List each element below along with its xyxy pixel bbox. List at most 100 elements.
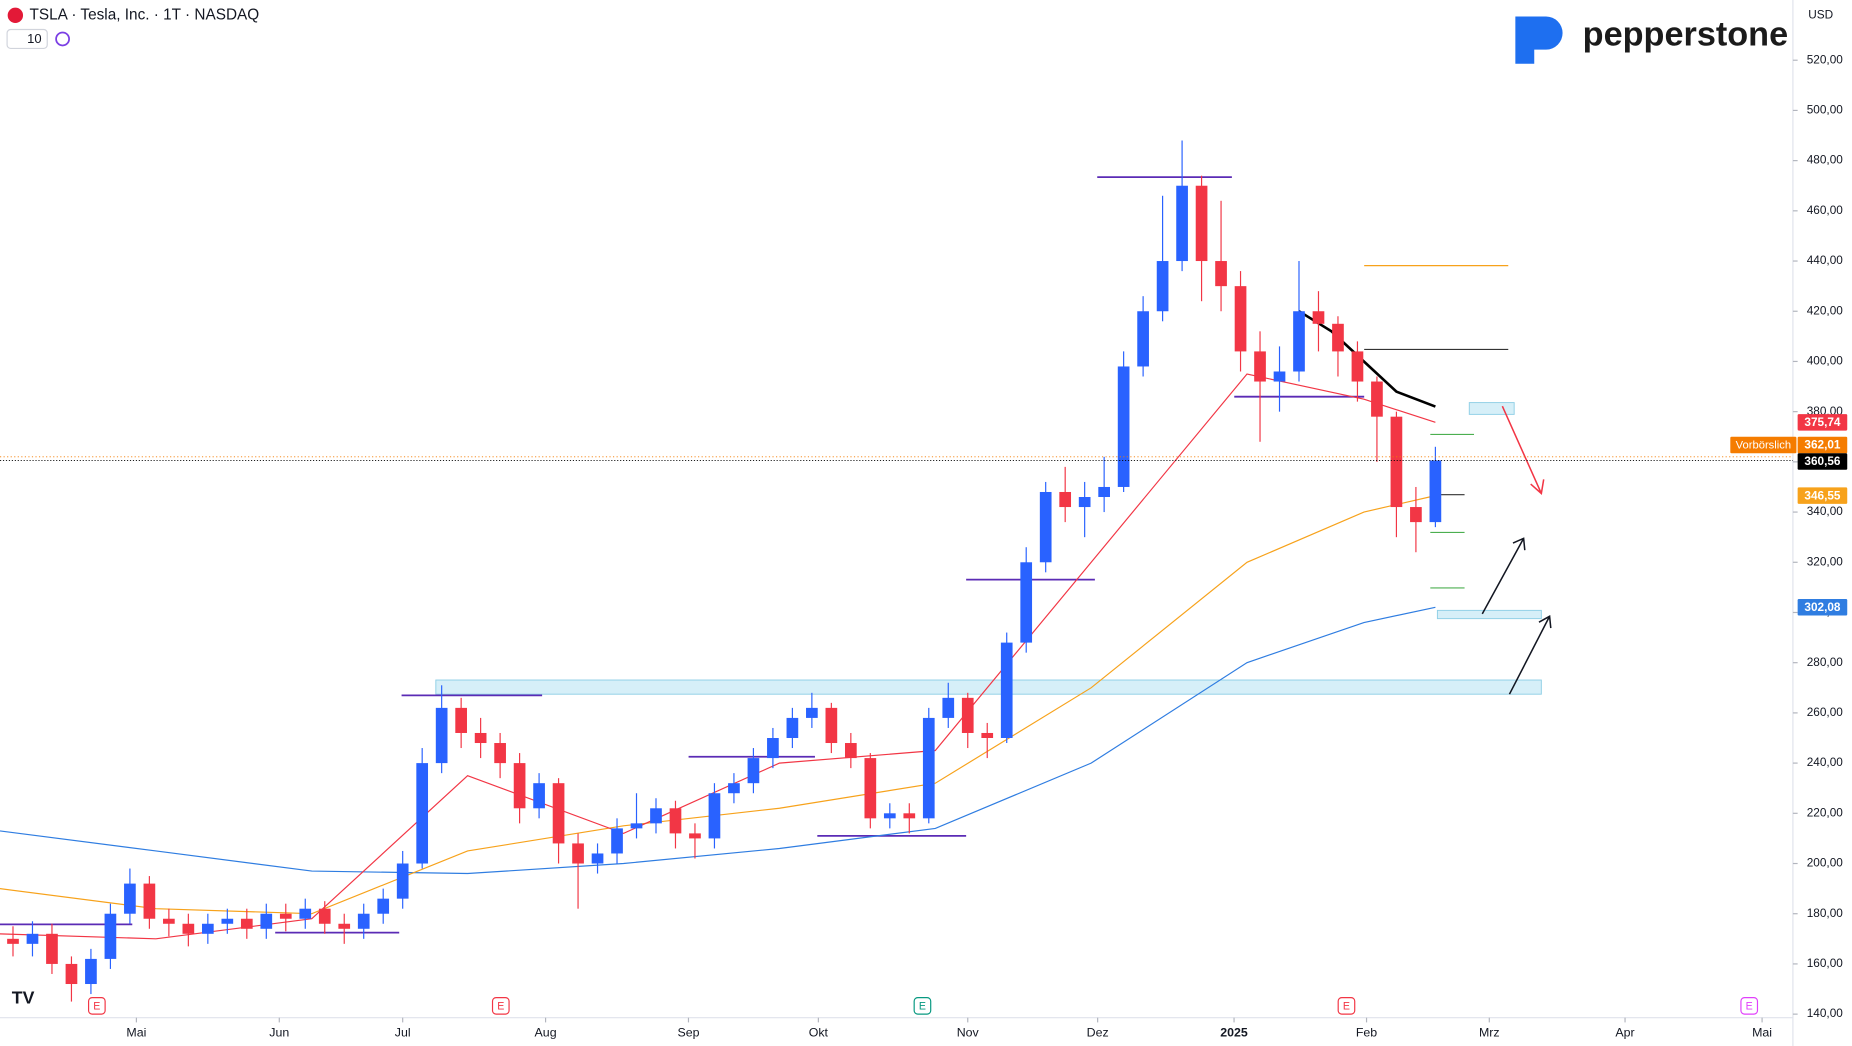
- y-tick-label: 260,00: [1807, 705, 1844, 719]
- candle-body: [240, 918, 253, 929]
- brand-logo: [1515, 16, 1563, 64]
- y-tick-label: 180,00: [1807, 906, 1844, 920]
- price-tag: [1797, 598, 1848, 616]
- x-tick-label: Mai: [1752, 1025, 1772, 1039]
- event-badge: [1740, 997, 1759, 1015]
- candle-body: [552, 783, 565, 844]
- candle-body: [1234, 286, 1247, 352]
- x-tick-label: Apr: [1615, 1025, 1634, 1039]
- y-tick-label: 220,00: [1807, 805, 1844, 819]
- ma-line: [1298, 310, 1436, 408]
- candle-body: [1020, 562, 1033, 643]
- price-tag-label: 302,08: [1804, 600, 1841, 614]
- y-tick-label: 480,00: [1807, 153, 1844, 167]
- candle-body: [981, 732, 994, 738]
- candle-body: [961, 697, 974, 733]
- x-tick-label: Jun: [269, 1025, 289, 1039]
- candle-body: [611, 828, 623, 854]
- candle-body: [7, 938, 19, 944]
- candle-body: [163, 918, 175, 924]
- candle-body: [883, 813, 896, 819]
- candle-body: [435, 707, 448, 764]
- candle-body: [1351, 351, 1364, 382]
- interval-input[interactable]: [6, 28, 48, 49]
- arrows: [1481, 405, 1552, 695]
- candle-body: [1117, 366, 1130, 487]
- candle-body: [1410, 507, 1422, 523]
- event-badge: [1337, 997, 1356, 1015]
- plot: [0, 140, 1793, 1002]
- candle-body: [1293, 311, 1305, 372]
- candle-body: [1390, 416, 1403, 508]
- candle-body: [669, 808, 682, 834]
- candle-body: [1176, 185, 1188, 262]
- ma-line: [0, 606, 1436, 875]
- event-badge-label: E: [93, 1000, 100, 1012]
- candle-body: [338, 923, 351, 929]
- candle-body: [1332, 323, 1344, 352]
- candle-body: [299, 908, 312, 919]
- event-badge-label: E: [1746, 1000, 1753, 1012]
- candle-body: [1429, 460, 1442, 523]
- candle-body: [474, 732, 487, 744]
- y-tick-label: 520,00: [1807, 52, 1844, 66]
- y-tick-label: 200,00: [1807, 856, 1844, 870]
- price-tag-label: 346,55: [1804, 488, 1841, 502]
- candle-body: [864, 758, 877, 819]
- price-tag: [1797, 487, 1848, 504]
- zone: [435, 679, 1542, 695]
- ma-line: [0, 495, 1436, 915]
- x-tick-label: Sep: [677, 1025, 699, 1039]
- candle-body: [455, 707, 467, 733]
- arrow: [1481, 537, 1526, 615]
- candle-body: [533, 783, 545, 809]
- candle-body: [1059, 491, 1072, 508]
- symbol-title: TSLA · Tesla, Inc. · 1T · NASDAQ: [30, 6, 260, 23]
- candle-body: [143, 883, 156, 919]
- candle-body: [806, 707, 818, 718]
- candle-body: [708, 793, 721, 839]
- candle-body: [357, 913, 370, 929]
- candle-body: [903, 813, 916, 819]
- price-tag-label: 360,56: [1804, 454, 1841, 468]
- y-tick-label: 240,00: [1807, 755, 1844, 769]
- price-tag: [1797, 414, 1848, 431]
- zone: [1468, 402, 1515, 415]
- event-badge: [913, 997, 932, 1015]
- price-tag: [1797, 436, 1848, 454]
- candle-body: [922, 717, 935, 819]
- price-tag-label: 362,01: [1804, 438, 1841, 452]
- x-tick-label: Aug: [535, 1025, 557, 1039]
- event-badge: [491, 997, 510, 1015]
- premarket-label: Vorbörslich: [1736, 440, 1791, 452]
- candle-body: [1273, 371, 1286, 382]
- candle-body: [689, 833, 701, 839]
- y-tick-label: 440,00: [1807, 253, 1844, 267]
- x-tick-label: 2025: [1220, 1025, 1248, 1039]
- y-tick-label: 400,00: [1807, 354, 1844, 368]
- currency: USD: [1808, 7, 1833, 21]
- candle-body: [591, 853, 604, 864]
- refresh-icon[interactable]: [55, 31, 70, 47]
- candle-body: [1312, 311, 1325, 324]
- candle-body: [825, 707, 838, 744]
- candle-body: [844, 743, 857, 759]
- y-tick-label: 340,00: [1807, 504, 1844, 518]
- candle-body: [630, 823, 643, 829]
- candle-body: [1137, 311, 1149, 367]
- premarket-tag: [1730, 436, 1797, 454]
- event-badge-label: E: [1343, 1000, 1350, 1012]
- candle-body: [104, 913, 117, 959]
- candle-body: [650, 808, 662, 824]
- candle-body: [221, 918, 234, 924]
- x-tick-label: Mrz: [1479, 1025, 1500, 1039]
- candle-body: [747, 758, 760, 784]
- y-tick-label: 460,00: [1807, 203, 1844, 217]
- candle-body: [767, 737, 779, 759]
- x-tick-label: Okt: [809, 1025, 829, 1039]
- candle-body: [1078, 497, 1091, 508]
